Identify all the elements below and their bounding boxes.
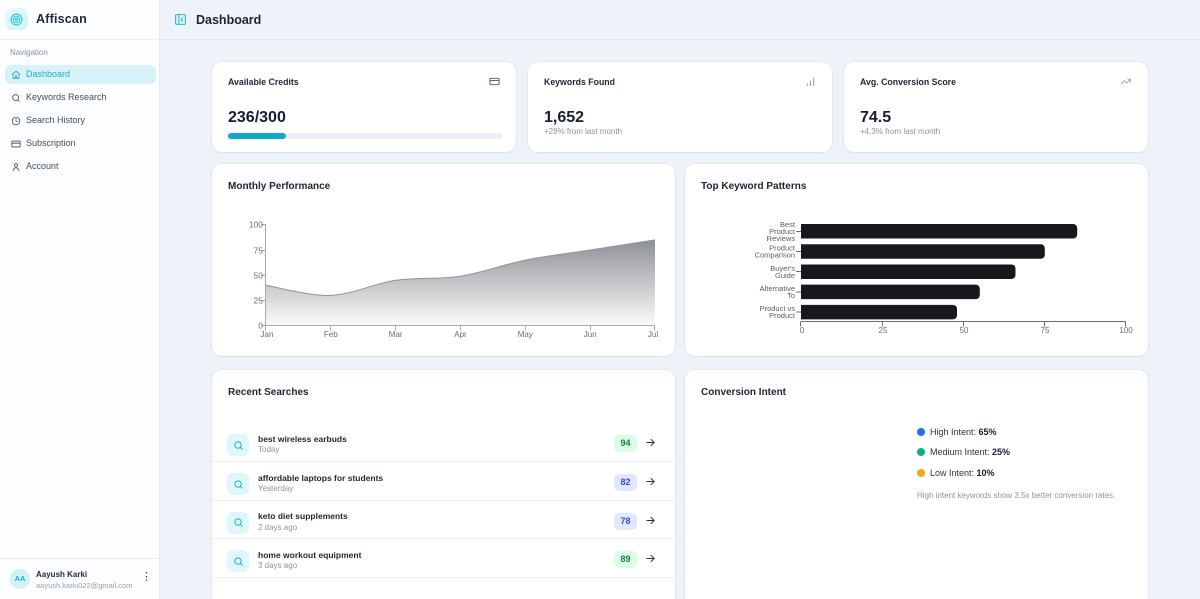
svg-text:Jan: Jan xyxy=(261,330,274,339)
svg-text:25: 25 xyxy=(879,326,888,335)
svg-text:25: 25 xyxy=(254,295,264,305)
svg-text:50: 50 xyxy=(254,270,264,280)
svg-text:Feb: Feb xyxy=(324,330,338,339)
svg-text:75: 75 xyxy=(254,245,264,255)
svg-text:50: 50 xyxy=(960,326,969,335)
svg-text:Jun: Jun xyxy=(584,330,597,339)
svg-text:100: 100 xyxy=(1119,326,1133,335)
svg-text:May: May xyxy=(518,330,533,339)
svg-text:0: 0 xyxy=(258,321,263,331)
svg-text:100: 100 xyxy=(249,220,263,230)
svg-text:Jul: Jul xyxy=(648,330,658,339)
svg-text:Apr: Apr xyxy=(454,330,467,339)
svg-text:75: 75 xyxy=(1041,326,1050,335)
svg-text:0: 0 xyxy=(800,326,805,335)
svg-text:Mar: Mar xyxy=(389,330,403,339)
